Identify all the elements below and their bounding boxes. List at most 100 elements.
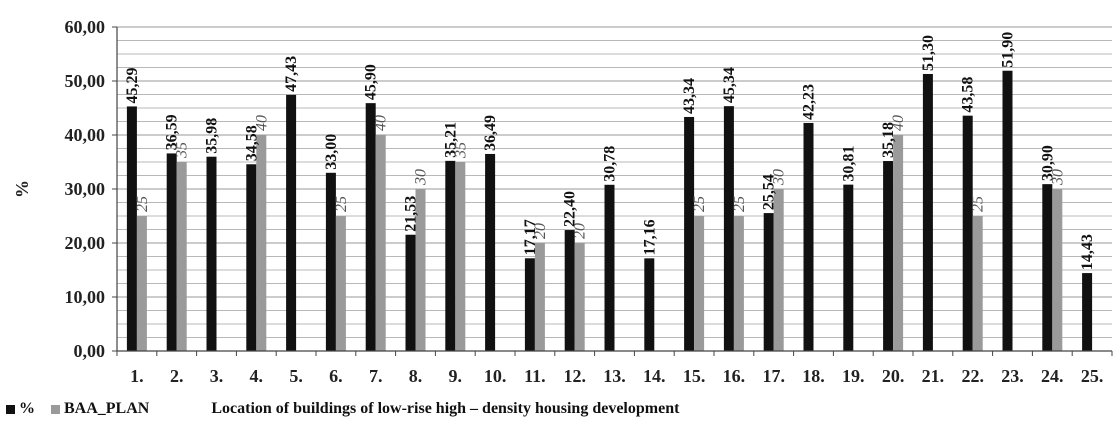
x-tick-label: 25. xyxy=(1081,366,1104,386)
data-label-baa-plan: 20 xyxy=(572,223,589,239)
data-label-baa-plan: 20 xyxy=(532,223,549,239)
bar-percent xyxy=(127,106,137,351)
data-label-baa-plan: 25 xyxy=(731,196,748,212)
x-tick-label: 2. xyxy=(170,366,184,386)
y-axis-title: % xyxy=(12,180,32,198)
bar-percent xyxy=(565,230,575,351)
bar-baa-plan xyxy=(455,162,465,351)
bar-baa-plan xyxy=(256,135,266,351)
x-tick-label: 14. xyxy=(643,366,666,386)
bar-percent xyxy=(605,185,615,351)
data-label-baa-plan: 30 xyxy=(413,169,430,186)
bar-percent xyxy=(804,123,814,351)
bar-baa-plan xyxy=(694,216,704,351)
bar-percent xyxy=(843,185,853,351)
bar-percent xyxy=(286,95,296,351)
y-tick-label: 20,00 xyxy=(65,233,106,253)
x-tick-label: 9. xyxy=(449,366,463,386)
y-tick-label: 30,00 xyxy=(65,179,106,199)
x-axis-title: Location of buildings of low-rise high –… xyxy=(211,400,679,418)
data-label-percent: 36,49 xyxy=(482,115,499,151)
y-tick-label: 0,00 xyxy=(74,341,106,361)
bar-percent xyxy=(1003,71,1013,351)
bar-baa-plan xyxy=(734,216,744,351)
y-tick-label: 40,00 xyxy=(65,125,106,145)
data-label-percent: 33,00 xyxy=(323,134,340,170)
x-tick-label: 7. xyxy=(369,366,383,386)
bar-percent xyxy=(963,116,973,351)
data-label-baa-plan: 25 xyxy=(691,196,708,212)
data-label-baa-plan: 30 xyxy=(771,169,788,186)
data-label-baa-plan: 30 xyxy=(1049,169,1066,186)
legend-item-baa-plan: BAA_PLAN xyxy=(51,400,149,418)
bar-baa-plan xyxy=(535,243,545,351)
bar-percent xyxy=(366,103,376,351)
data-label-percent: 35,98 xyxy=(204,118,221,154)
bar-baa-plan xyxy=(336,216,346,351)
x-tick-label: 8. xyxy=(409,366,423,386)
x-tick-label: 15. xyxy=(683,366,706,386)
y-tick-label: 10,00 xyxy=(65,287,106,307)
data-label-percent: 21,53 xyxy=(403,196,420,232)
bar-percent xyxy=(445,161,455,351)
data-label-percent: 43,58 xyxy=(960,77,977,113)
x-tick-label: 18. xyxy=(802,366,825,386)
bar-percent xyxy=(724,106,734,351)
x-tick-label: 23. xyxy=(1001,366,1024,386)
y-tick-label: 50,00 xyxy=(65,71,106,91)
data-label-percent: 45,90 xyxy=(363,64,380,100)
bar-percent xyxy=(684,117,694,351)
legend: % BAA_PLAN Location of buildings of low-… xyxy=(6,397,679,421)
x-tick-label: 22. xyxy=(961,366,984,386)
bar-baa-plan xyxy=(893,135,903,351)
bar-percent xyxy=(167,153,177,351)
data-label-percent: 14,43 xyxy=(1079,234,1096,270)
x-tick-label: 21. xyxy=(922,366,945,386)
bar-baa-plan xyxy=(973,216,983,351)
bar-percent xyxy=(525,258,535,351)
bar-percent xyxy=(207,157,217,351)
x-axis: 1. 2. 3. 4. 5. 6. 7. 8. 9. 10. 11. 12. 13. 14. 15. 16. 1… xyxy=(117,351,1112,386)
bars xyxy=(127,71,1092,351)
x-tick-label: 1. xyxy=(130,366,144,386)
x-tick-label: 17. xyxy=(762,366,785,386)
legend-swatch-percent xyxy=(6,405,15,414)
data-label-percent: 45,29 xyxy=(124,67,141,103)
x-tick-label: 13. xyxy=(603,366,626,386)
bar-percent xyxy=(1042,184,1052,351)
bar-baa-plan xyxy=(177,162,187,351)
data-label-baa-plan: 35 xyxy=(174,142,191,159)
bar-baa-plan xyxy=(1052,189,1062,351)
x-tick-label: 16. xyxy=(723,366,746,386)
x-tick-label: 6. xyxy=(329,366,343,386)
x-tick-label: 4. xyxy=(250,366,264,386)
x-tick-label: 5. xyxy=(289,366,303,386)
data-label-percent: 17,16 xyxy=(641,219,658,255)
data-label-baa-plan: 35 xyxy=(452,142,469,159)
y-tick-label: 60,00 xyxy=(65,17,106,37)
bar-baa-plan xyxy=(376,135,386,351)
data-label-baa-plan: 25 xyxy=(333,196,350,212)
bar-baa-plan xyxy=(774,189,784,351)
x-tick-label: 11. xyxy=(524,366,546,386)
x-tick-label: 24. xyxy=(1041,366,1064,386)
x-tick-label: 19. xyxy=(842,366,865,386)
data-label-percent: 42,23 xyxy=(801,84,818,120)
data-label-percent: 43,34 xyxy=(681,78,698,114)
data-label-percent: 45,34 xyxy=(721,67,738,103)
data-label-baa-plan: 25 xyxy=(970,196,987,212)
y-axis: 0,00 10,00 20,00 30,00 40,00 50,00 60,00% xyxy=(12,17,117,361)
x-tick-label: 12. xyxy=(563,366,586,386)
data-label-percent: 30,78 xyxy=(602,146,619,182)
bar-percent xyxy=(406,235,416,351)
bar-percent xyxy=(1082,273,1092,351)
x-tick-label: 3. xyxy=(210,366,224,386)
data-label-percent: 51,90 xyxy=(1000,32,1017,68)
bar-percent xyxy=(485,154,495,351)
bar-percent xyxy=(923,74,933,351)
bar-percent xyxy=(644,258,654,351)
legend-label-baa-plan: BAA_PLAN xyxy=(64,400,149,418)
data-label-baa-plan: 40 xyxy=(253,115,270,131)
bar-chart: 0,00 10,00 20,00 30,00 40,00 50,00 60,00% 45,2… xyxy=(0,0,1119,395)
legend-swatch-baa-plan xyxy=(51,405,60,414)
